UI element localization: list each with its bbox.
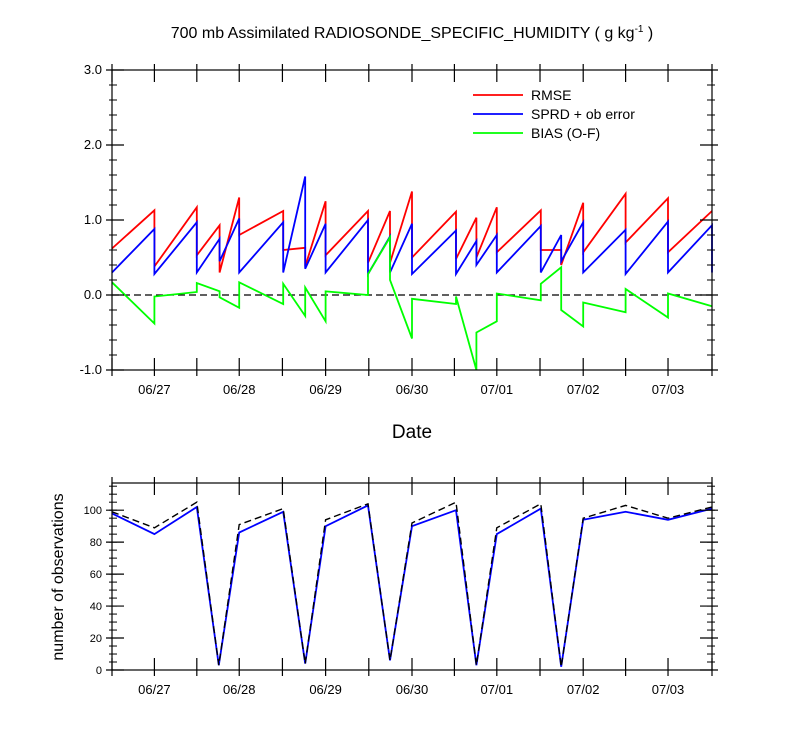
top-plot-frame — [111, 69, 713, 371]
x-tick-label: 07/02 — [567, 682, 600, 697]
x-tick-label: 07/03 — [652, 382, 685, 397]
y-tick-label: 2.0 — [84, 137, 102, 152]
y-tick-label: 0.0 — [84, 287, 102, 302]
x-tick-label: 07/02 — [567, 382, 600, 397]
y-tick-label: 1.0 — [84, 212, 102, 227]
bottom-plot-frame — [111, 482, 713, 671]
series-bias-o-f — [111, 234, 713, 371]
series-possible — [111, 501, 713, 667]
x-tick-label: 06/30 — [396, 682, 429, 697]
x-axis-label: Date — [392, 422, 432, 443]
y-tick-label: 60 — [90, 569, 102, 581]
y-tick-label: 100 — [84, 505, 102, 517]
x-tick-label: 06/28 — [223, 382, 256, 397]
x-tick-label: 06/29 — [309, 382, 342, 397]
series-assimilated — [111, 504, 713, 667]
x-tick-label: 06/30 — [396, 382, 429, 397]
y-tick-label: -1.0 — [80, 362, 102, 377]
series-rmse — [111, 191, 713, 273]
x-tick-label: 06/28 — [223, 682, 256, 697]
legend-label: BIAS (O-F) — [531, 125, 600, 141]
x-tick-label: 06/29 — [309, 682, 342, 697]
top-chart: 700 mb Assimilated RADIOSONDE_SPECIFIC_H… — [80, 24, 718, 443]
y-tick-label: 20 — [90, 633, 102, 645]
y-tick-label: 80 — [90, 537, 102, 549]
y-tick-label: 3.0 — [84, 62, 102, 77]
x-tick-label: 07/01 — [481, 382, 514, 397]
y-tick-label: 40 — [90, 601, 102, 613]
series-sprd-ob-error — [111, 176, 713, 278]
y-axis-label: number of observations — [50, 493, 67, 660]
x-tick-label: 06/27 — [138, 682, 171, 697]
legend: RMSE SPRD + ob error BIAS (O-F) — [473, 87, 635, 141]
legend-label: RMSE — [531, 87, 571, 103]
x-tick-label: 06/27 — [138, 382, 171, 397]
chart-title: 700 mb Assimilated RADIOSONDE_SPECIFIC_H… — [171, 24, 654, 42]
x-tick-label: 07/01 — [481, 682, 514, 697]
legend-label: SPRD + ob error — [531, 106, 635, 122]
x-tick-label: 07/03 — [652, 682, 685, 697]
y-tick-label: 0 — [96, 665, 102, 677]
bottom-chart: 06/27 06/28 06/29 06/30 07/01 07/02 07/03 0 20 4… — [50, 477, 718, 697]
